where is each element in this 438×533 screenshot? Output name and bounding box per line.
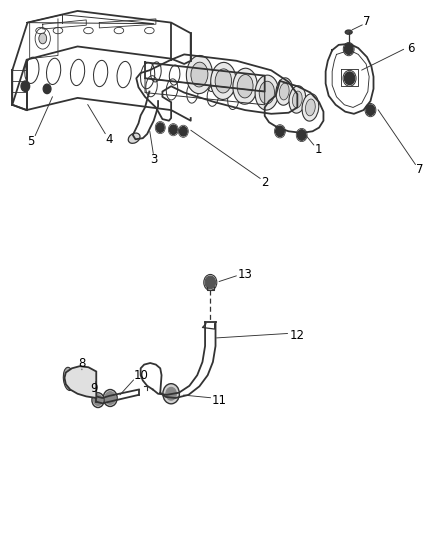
Text: 3: 3 [150,153,157,166]
Text: 4: 4 [106,133,113,146]
Ellipse shape [64,367,74,391]
Circle shape [21,81,30,92]
Ellipse shape [289,86,306,113]
Polygon shape [64,366,96,398]
Circle shape [94,395,102,406]
Ellipse shape [103,390,117,407]
Ellipse shape [237,75,253,98]
Text: 7: 7 [363,15,371,28]
Ellipse shape [255,75,279,110]
Circle shape [170,125,177,134]
Text: 5: 5 [27,135,35,148]
Text: 13: 13 [238,269,253,281]
Ellipse shape [302,94,319,121]
Text: 6: 6 [407,42,414,54]
Text: 11: 11 [212,393,226,407]
Ellipse shape [128,133,140,143]
Circle shape [344,72,355,85]
Ellipse shape [345,30,352,34]
Ellipse shape [191,62,208,87]
Circle shape [43,84,51,94]
Circle shape [180,126,187,136]
Text: 10: 10 [133,369,148,382]
Circle shape [156,123,164,132]
Text: 8: 8 [79,357,86,369]
Ellipse shape [259,81,275,104]
Ellipse shape [163,384,180,404]
Circle shape [105,392,116,405]
Text: 1: 1 [314,143,322,156]
Ellipse shape [276,78,293,105]
Text: 9: 9 [90,382,97,395]
Ellipse shape [39,33,47,44]
Ellipse shape [211,62,236,100]
Circle shape [166,387,177,400]
Ellipse shape [306,99,315,116]
Ellipse shape [186,55,212,94]
Ellipse shape [92,393,104,408]
Circle shape [276,126,284,136]
Text: 12: 12 [290,329,305,342]
Circle shape [297,130,306,140]
Text: 7: 7 [417,164,424,176]
Ellipse shape [279,83,289,100]
Circle shape [205,276,215,289]
Circle shape [366,105,375,115]
Circle shape [344,44,353,54]
Ellipse shape [293,91,302,108]
Text: 2: 2 [261,176,269,189]
Ellipse shape [215,69,232,93]
Ellipse shape [233,68,257,104]
